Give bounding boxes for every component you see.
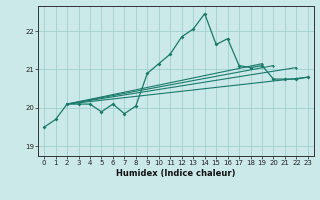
X-axis label: Humidex (Indice chaleur): Humidex (Indice chaleur) (116, 169, 236, 178)
